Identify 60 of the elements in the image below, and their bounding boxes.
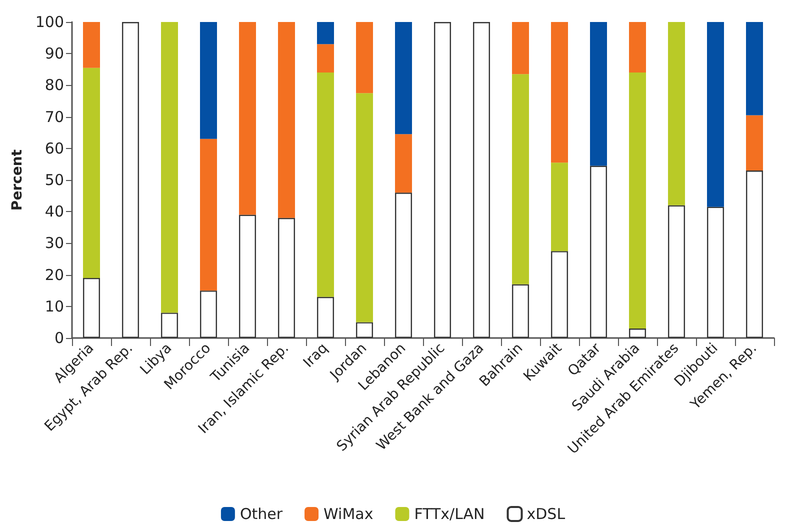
y-tick-label: 90	[44, 44, 64, 63]
bar	[434, 22, 451, 338]
bar	[83, 68, 100, 278]
bar	[707, 206, 724, 338]
bar	[122, 22, 139, 338]
legend-label: xDSL	[526, 505, 566, 523]
bar	[551, 22, 568, 163]
bar	[551, 251, 568, 338]
bar	[746, 22, 763, 116]
bar	[512, 74, 529, 284]
bar	[551, 162, 568, 252]
x-tick-label: Iraq	[300, 340, 332, 371]
legend-label: Other	[240, 505, 284, 523]
bar	[83, 278, 100, 338]
y-tick-label: 60	[44, 139, 64, 158]
bar	[200, 290, 217, 338]
bar	[746, 115, 763, 171]
bar	[278, 22, 295, 218]
bar	[317, 44, 334, 73]
bar	[629, 328, 646, 338]
y-tick-label: 80	[44, 76, 64, 94]
bar	[629, 22, 646, 73]
bar	[668, 22, 685, 206]
bar	[239, 22, 256, 215]
legend-label: WiMax	[324, 505, 374, 523]
y-tick-label: 50	[44, 171, 64, 189]
legend-label: FTTx/LAN	[414, 505, 485, 523]
bar	[317, 22, 334, 44]
bar	[161, 22, 178, 313]
bar	[83, 22, 100, 68]
y-tick-label: 10	[44, 297, 64, 316]
bar	[668, 205, 685, 338]
y-tick-label: 0	[54, 329, 64, 347]
bar	[317, 72, 334, 297]
bar	[512, 22, 529, 74]
bar	[512, 284, 529, 338]
bar	[590, 166, 607, 338]
y-tick-label: 70	[44, 108, 64, 126]
y-tick-label: 40	[44, 202, 64, 221]
bar	[239, 214, 256, 338]
bar	[629, 72, 646, 329]
y-tick-label: 30	[44, 234, 64, 252]
bar	[356, 93, 373, 322]
bar	[746, 170, 763, 338]
bar	[278, 218, 295, 338]
bar	[356, 22, 373, 94]
y-axis-title: Percent	[9, 149, 26, 211]
bar	[161, 312, 178, 338]
bar	[590, 22, 607, 166]
y-tick-label: 20	[44, 266, 64, 284]
bar	[395, 22, 412, 134]
bar	[707, 22, 724, 207]
bar	[356, 322, 373, 338]
bar	[395, 134, 412, 193]
bar	[473, 22, 490, 338]
bar	[395, 192, 412, 338]
bar	[200, 22, 217, 139]
y-tick-label: 100	[35, 13, 64, 31]
bar	[200, 138, 217, 291]
bar	[317, 296, 334, 338]
